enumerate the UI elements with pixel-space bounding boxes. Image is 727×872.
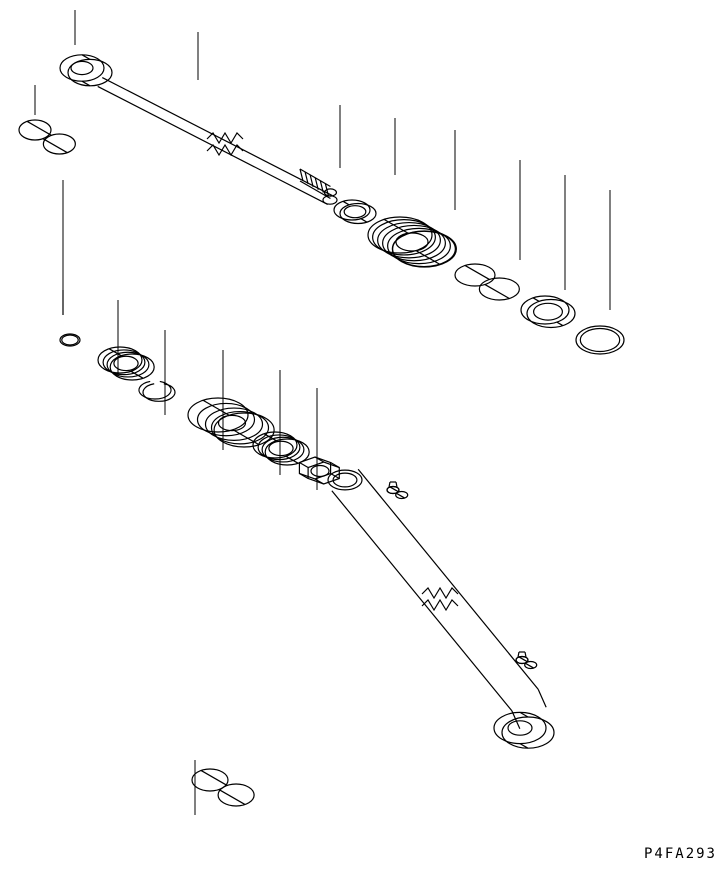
exploded-diagram (0, 0, 727, 872)
drawing-id-label: P4FA293 (644, 846, 717, 862)
